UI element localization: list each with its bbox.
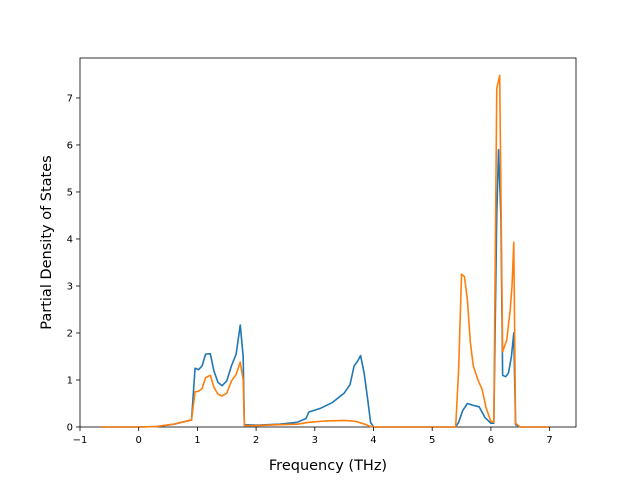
y-tick-label: 0: [67, 423, 73, 434]
y-tick-label: 5: [67, 187, 73, 198]
plot-area: [79, 57, 577, 428]
series-line-1: [100, 148, 550, 428]
x-tick-label: 4: [370, 435, 376, 446]
y-tick-label: 4: [67, 234, 73, 245]
x-tick-label: 7: [546, 435, 552, 446]
x-tick-label: 6: [488, 435, 494, 446]
plot-frame: [79, 57, 577, 428]
y-tick-label: 2: [67, 328, 73, 339]
x-tick-label: 5: [429, 435, 435, 446]
y-tick-label: 1: [67, 375, 73, 386]
y-axis-label: Partial Density of States: [39, 155, 55, 329]
x-axis-label: Frequency (THz): [269, 458, 387, 474]
x-tick-label: 3: [312, 435, 318, 446]
x-tick-label: 1: [194, 435, 200, 446]
x-axis-ticks: −1 0 1 2 3 4 5 6 7: [73, 427, 553, 446]
y-axis-ticks: 0 1 2 3 4 5 6 7: [67, 93, 80, 434]
series-line-2: [100, 74, 550, 428]
y-tick-label: 3: [67, 281, 73, 292]
x-tick-label: −1: [73, 435, 88, 446]
y-tick-label: 7: [67, 93, 73, 104]
y-tick-label: 6: [67, 140, 73, 151]
x-tick-label: 2: [253, 435, 259, 446]
series-layer: [100, 74, 550, 428]
x-tick-label: 0: [136, 435, 142, 446]
